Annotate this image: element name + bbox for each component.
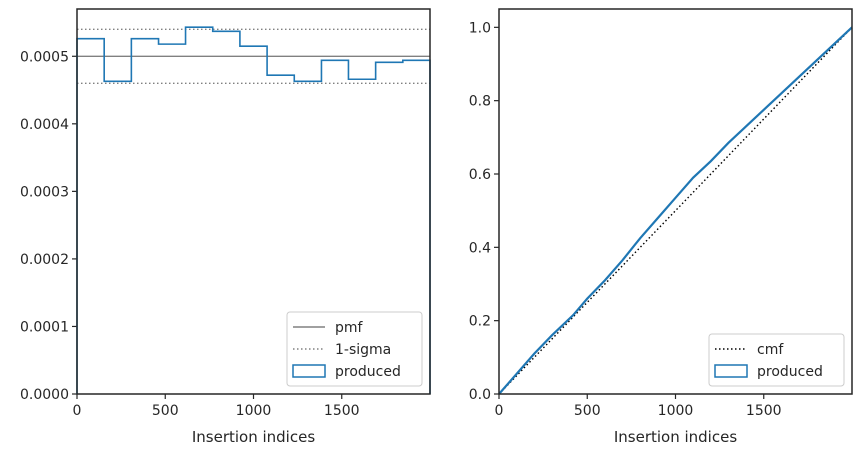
x-tick-label: 0 [73,403,82,419]
x-axis-label: Insertion indices [192,428,315,446]
y-tick-label: 1.0 [469,20,491,36]
y-tick-label: 0.0000 [20,387,69,403]
y-tick-label: 0.4 [469,240,491,256]
histogram-bin-2 [104,81,131,394]
legend-label: 1-sigma [335,342,391,358]
y-tick-label: 0.0002 [20,252,69,268]
x-tick-label: 500 [152,403,179,419]
legend-1: pmf 1-sigma produced [287,312,422,386]
histogram-bin-1 [77,39,104,394]
histogram-bin-6 [213,31,240,394]
x-tick-label: 1500 [324,403,360,419]
y-tick-label: 0.0001 [20,319,69,335]
y-tick-label: 0.0 [469,387,491,403]
y-tick-label: 0.0003 [20,184,69,200]
y-tick-label: 0.6 [469,167,491,183]
legend-2: cmf produced [709,334,844,386]
x-tick-label: 0 [495,403,504,419]
x-axis-label: Insertion indices [614,428,737,446]
y-tick-label: 0.2 [469,314,491,330]
legend-label: pmf [335,320,364,336]
x-tick-label: 1000 [236,403,272,419]
histogram-bin-4 [159,44,186,394]
histogram-bin-5 [186,27,213,394]
x-tick-label: 1000 [658,403,694,419]
y-tick-label: 0.8 [469,94,491,110]
y-tick-label: 0.0005 [20,49,69,65]
histogram-bin-7 [240,46,267,394]
legend-label: produced [757,364,823,380]
y-tick-label: 0.0004 [20,117,69,133]
x-tick-label: 500 [574,403,601,419]
x-tick-label: 1500 [746,403,782,419]
legend-label: cmf [757,342,784,358]
legend-label: produced [335,364,401,380]
histogram-bin-3 [131,39,158,394]
